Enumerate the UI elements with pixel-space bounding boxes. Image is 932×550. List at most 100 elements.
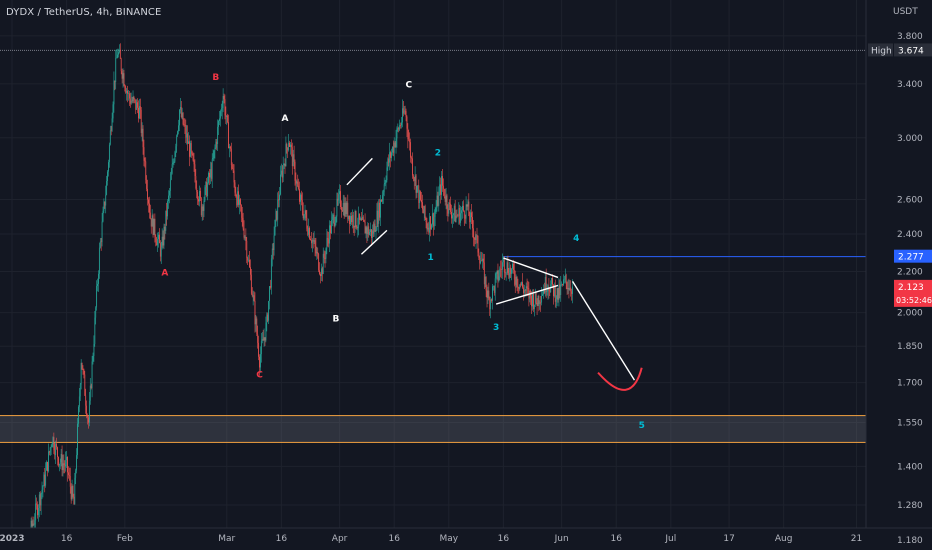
candle-body bbox=[292, 154, 294, 167]
candle-body bbox=[54, 450, 56, 456]
candle-body bbox=[108, 144, 110, 163]
candle-body bbox=[565, 275, 567, 283]
x-tick-label: 16 bbox=[611, 534, 623, 544]
candle-body bbox=[503, 257, 505, 272]
candle-body bbox=[259, 356, 260, 368]
candle-body bbox=[535, 292, 537, 303]
candle-body bbox=[449, 202, 451, 204]
candle-body bbox=[293, 154, 295, 162]
candle-body bbox=[424, 206, 426, 219]
candle-body bbox=[224, 99, 226, 116]
candle-body bbox=[89, 385, 91, 401]
x-tick-label: 16 bbox=[276, 534, 288, 544]
candle-body bbox=[198, 199, 199, 202]
candle-body bbox=[277, 199, 279, 220]
candle-body bbox=[280, 174, 281, 195]
candle-body bbox=[543, 289, 544, 295]
candle-body bbox=[189, 143, 191, 157]
candle-body bbox=[388, 158, 390, 163]
candle-body bbox=[412, 158, 413, 176]
candle-body bbox=[485, 276, 487, 291]
candle-body bbox=[352, 215, 354, 227]
candle-body bbox=[258, 342, 260, 357]
bar-countdown: 03:52:46 bbox=[896, 296, 932, 305]
candle-body bbox=[398, 127, 400, 130]
candle-body bbox=[523, 290, 525, 293]
candle-body bbox=[456, 215, 458, 217]
candle-body bbox=[331, 220, 332, 234]
candle-body bbox=[552, 278, 553, 285]
candle-body bbox=[131, 100, 133, 102]
candle-body bbox=[166, 210, 168, 217]
candle-body bbox=[169, 179, 171, 191]
candle-body bbox=[463, 211, 465, 219]
candle-body bbox=[278, 199, 280, 201]
candle-body bbox=[360, 218, 361, 220]
candle-body bbox=[138, 107, 139, 119]
candle-body bbox=[489, 299, 491, 310]
candle-body bbox=[384, 182, 386, 185]
candle-body bbox=[433, 216, 435, 227]
candle-body bbox=[226, 115, 228, 117]
candle-body bbox=[207, 182, 209, 197]
candle-body bbox=[402, 108, 404, 114]
candle-body bbox=[327, 238, 329, 240]
candle-body bbox=[115, 57, 117, 83]
candle-body bbox=[132, 96, 134, 102]
candle-body bbox=[51, 443, 53, 448]
candle-body bbox=[531, 296, 533, 307]
candle-body bbox=[414, 175, 416, 181]
target-zone bbox=[0, 415, 887, 443]
trend-line bbox=[503, 257, 559, 279]
candle-body bbox=[518, 287, 520, 289]
candle-body bbox=[309, 227, 310, 239]
candle-body bbox=[380, 199, 381, 218]
candle-body bbox=[495, 273, 497, 279]
candle-body bbox=[260, 354, 261, 368]
candle-body bbox=[244, 236, 246, 238]
candle-body bbox=[84, 374, 86, 396]
candle-body bbox=[36, 503, 37, 505]
candle-body bbox=[209, 169, 211, 178]
candle-body bbox=[418, 185, 420, 203]
candle-body bbox=[33, 523, 35, 525]
candle-body bbox=[366, 227, 368, 235]
wave-label: 2 bbox=[435, 148, 441, 158]
candle-body bbox=[472, 217, 473, 229]
candle-body bbox=[505, 272, 507, 274]
x-tick-label: 16 bbox=[498, 534, 510, 544]
candle-body bbox=[87, 415, 88, 418]
candle-body bbox=[326, 238, 328, 249]
candle-body bbox=[330, 225, 331, 234]
candle-body bbox=[440, 184, 442, 195]
candle-body bbox=[300, 194, 301, 202]
candle-body bbox=[250, 274, 252, 294]
candle-body bbox=[342, 203, 344, 212]
candle-body bbox=[225, 115, 227, 117]
wave-label: 1 bbox=[427, 253, 433, 263]
candle-body bbox=[272, 248, 274, 251]
candle-body bbox=[219, 118, 220, 122]
candle-body bbox=[285, 144, 287, 167]
candle-body bbox=[273, 235, 275, 251]
candle-body bbox=[73, 496, 75, 505]
candle-body bbox=[239, 199, 240, 205]
wave-label: 5 bbox=[639, 421, 645, 431]
candle-body bbox=[539, 302, 541, 305]
candle-body bbox=[130, 100, 132, 104]
trend-line bbox=[495, 284, 559, 305]
candle-body bbox=[290, 144, 292, 148]
candle-body bbox=[554, 285, 556, 302]
candle-body bbox=[49, 447, 51, 453]
candle-body bbox=[371, 229, 372, 238]
candle-body bbox=[367, 226, 369, 235]
candle-body bbox=[155, 236, 157, 242]
candle-body bbox=[522, 282, 523, 288]
candle-body bbox=[425, 218, 427, 223]
candle-body bbox=[161, 236, 163, 248]
candle-body bbox=[192, 153, 194, 161]
candle-body bbox=[400, 125, 401, 126]
candle-body bbox=[107, 171, 108, 182]
candle-body bbox=[276, 210, 278, 220]
